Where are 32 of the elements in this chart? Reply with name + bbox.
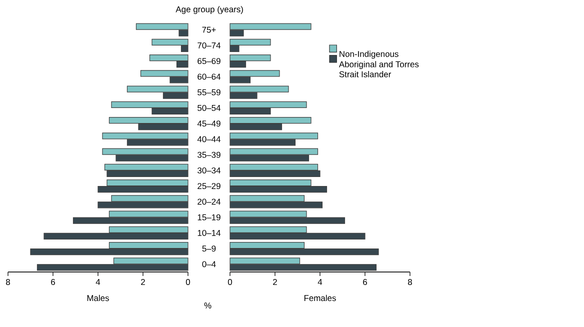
legend-label: Aboriginal and Torres Strait Islander: [338, 61, 419, 78]
y-tick-label: 65–69: [198, 58, 220, 64]
y-tick-label: 35–39: [198, 152, 220, 158]
y-tick-label: 30–34: [198, 167, 221, 174]
x-axis-title: Females: [304, 294, 336, 302]
y-tick-label: 40–44: [197, 136, 221, 142]
x-tick-label: 2: [273, 279, 277, 285]
y-tick-label: 55–59: [198, 89, 220, 96]
x-tick-label: 4: [96, 279, 100, 285]
y-tick-label: 0–4: [202, 261, 216, 268]
y-tick-label: 25–29: [198, 183, 220, 190]
y-tick-label: 45–49: [197, 120, 220, 127]
y-tick-label: 10–14: [198, 230, 221, 236]
y-tick-label: 70–74: [198, 42, 221, 48]
y-tick-label: 60–64: [198, 74, 221, 80]
y-tick-label: 5–9: [202, 246, 216, 252]
y-tick-label: 50–54: [198, 104, 221, 111]
x-tick-label: 8: [408, 279, 412, 286]
y-tick-label: 75+: [202, 26, 216, 33]
y-tick-label: 20–24: [198, 198, 221, 205]
x-tick-label: 6: [51, 279, 55, 286]
y-tick-label: 15–19: [198, 214, 220, 220]
y-axis-title: Age group (years): [176, 6, 243, 14]
x-tick-label: 8: [6, 279, 10, 286]
x-tick-label: 2: [141, 279, 145, 285]
x-tick-label: 0: [186, 279, 190, 286]
x-tick-label: 0: [228, 279, 232, 286]
legend-label: Non-Indigenous: [340, 50, 398, 59]
x-tick-label: 4: [318, 279, 322, 285]
x-tick-label: 6: [363, 279, 367, 286]
text: %: [204, 302, 212, 308]
x-axis-title: Males: [87, 294, 109, 302]
